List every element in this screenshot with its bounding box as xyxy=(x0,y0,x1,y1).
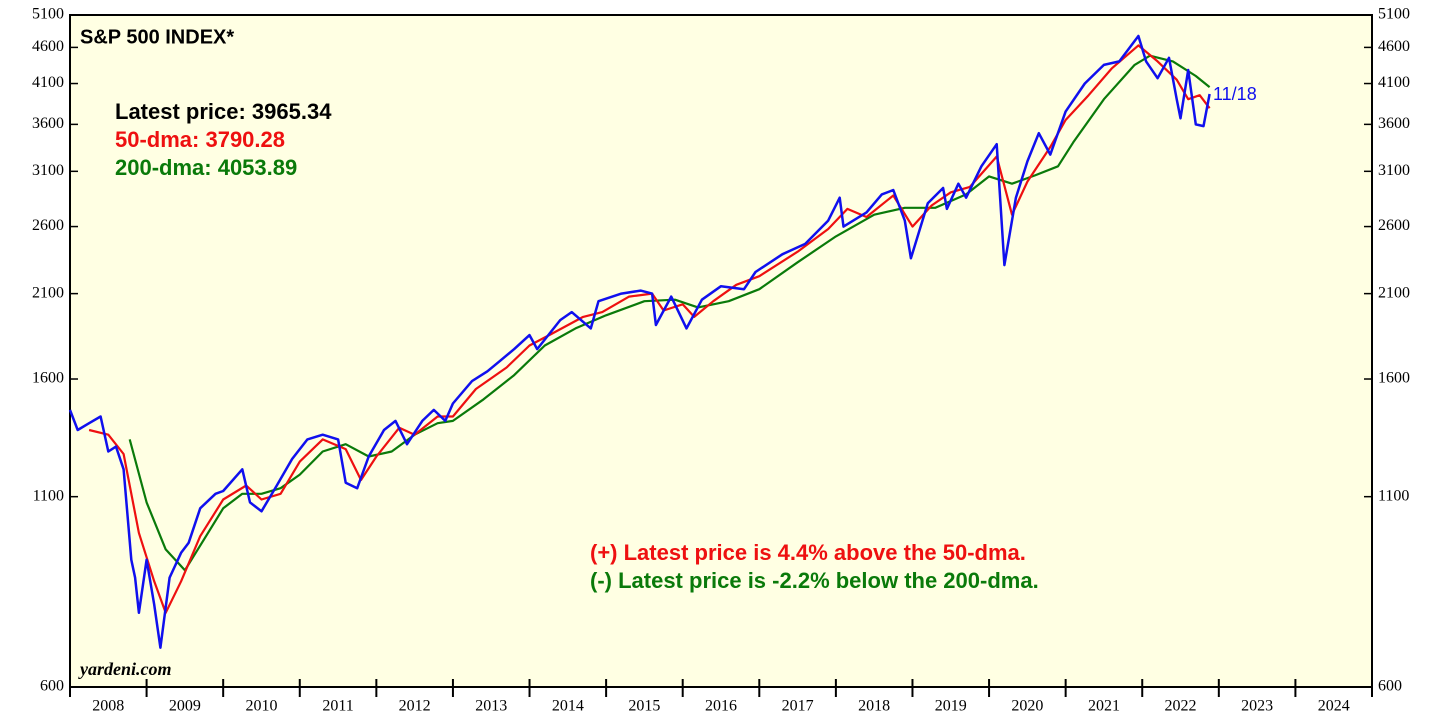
x-tick-label: 2013 xyxy=(475,698,507,715)
x-tick-label: 2021 xyxy=(1088,698,1120,715)
x-tick-label: 2015 xyxy=(628,698,660,715)
x-tick-label: 2009 xyxy=(169,698,201,715)
y-tick-label: 4600 xyxy=(1378,38,1410,55)
series-line xyxy=(68,34,1211,649)
y-tick-label: 3100 xyxy=(1378,162,1410,179)
y-tick-label: 4100 xyxy=(1378,74,1410,91)
y-tick-label: 2100 xyxy=(1378,284,1410,301)
dma50-note: 50-dma: 3790.28 xyxy=(115,127,285,152)
y-tick-label: 4600 xyxy=(32,38,64,55)
x-tick-label: 2020 xyxy=(1011,698,1043,715)
series-line xyxy=(128,54,1211,572)
end-label: 11/18 xyxy=(1213,84,1257,104)
x-tick-label: 2016 xyxy=(705,698,737,715)
x-tick-label: 2012 xyxy=(399,698,431,715)
x-tick-label: 2019 xyxy=(935,698,967,715)
x-tick-label: 2017 xyxy=(782,698,814,715)
latest-price: Latest price: 3965.34 xyxy=(115,99,332,124)
y-tick-label: 2600 xyxy=(1378,217,1410,234)
annotation: (-) Latest price is -2.2% below the 200-… xyxy=(590,568,1039,593)
y-tick-label: 3100 xyxy=(32,162,64,179)
y-tick-label: 600 xyxy=(1378,678,1402,695)
plot-area xyxy=(69,14,1373,688)
annotation: (+) Latest price is 4.4% above the 50-dm… xyxy=(590,540,1026,565)
y-tick-label: 1100 xyxy=(1378,487,1409,504)
y-tick-label: 2100 xyxy=(32,284,64,301)
x-tick-label: 2024 xyxy=(1318,698,1350,715)
y-tick-label: 5100 xyxy=(1378,6,1410,23)
x-tick-label: 2018 xyxy=(858,698,890,715)
x-tick-label: 2008 xyxy=(92,698,124,715)
y-tick-label: 1100 xyxy=(33,487,64,504)
source: yardeni.com xyxy=(78,659,172,679)
x-tick-label: 2010 xyxy=(245,698,277,715)
x-tick-label: 2014 xyxy=(552,698,584,715)
x-tick-label: 2023 xyxy=(1241,698,1273,715)
y-tick-label: 1600 xyxy=(32,370,64,387)
x-tick-label: 2022 xyxy=(1165,698,1197,715)
y-tick-label: 3600 xyxy=(1378,115,1410,132)
y-tick-label: 4100 xyxy=(32,74,64,91)
y-tick-label: 5100 xyxy=(32,6,64,23)
dma200-note: 200-dma: 4053.89 xyxy=(115,155,297,180)
chart-title: S&P 500 INDEX* xyxy=(80,26,234,48)
y-tick-label: 1600 xyxy=(1378,370,1410,387)
lines xyxy=(68,34,1211,649)
y-tick-label: 600 xyxy=(40,678,64,695)
y-tick-label: 3600 xyxy=(32,115,64,132)
x-tick-label: 2011 xyxy=(322,698,353,715)
y-tick-label: 2600 xyxy=(32,217,64,234)
